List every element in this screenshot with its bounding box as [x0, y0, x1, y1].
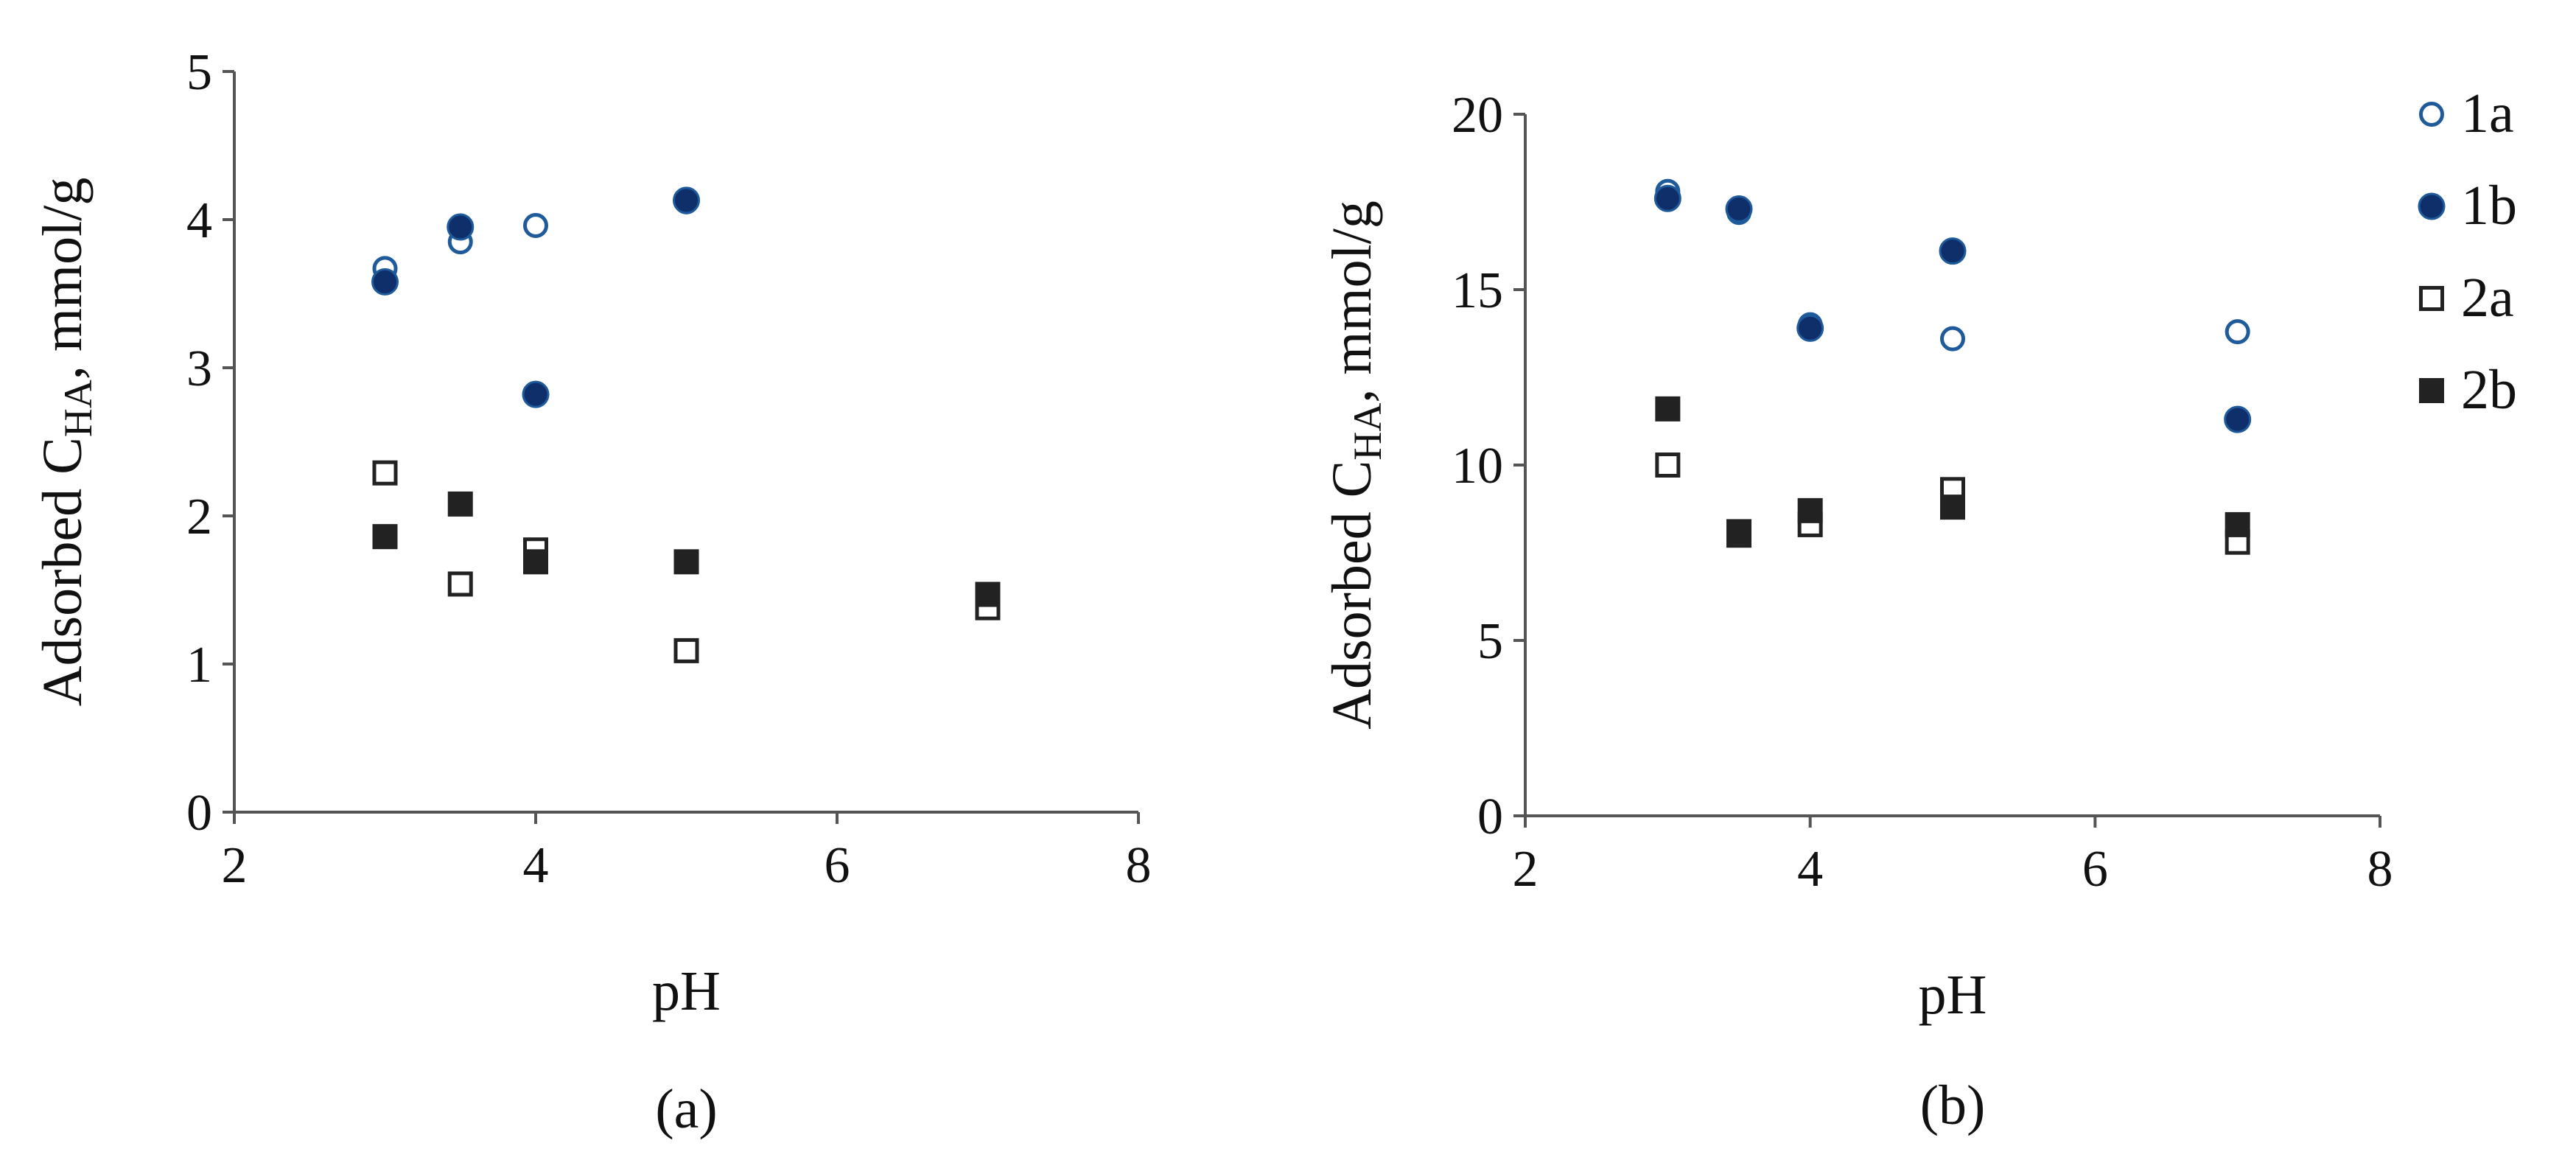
- x-tick-label: 2: [222, 837, 248, 894]
- y-tick-label: 0: [1477, 789, 1503, 845]
- series-2b: [372, 491, 1001, 607]
- data-point-1a: [2225, 319, 2250, 345]
- y-axis-label: Adsorbed CHA, mmol/g: [1321, 200, 1390, 730]
- legend-item-1a: 1a: [2419, 83, 2514, 144]
- legend-marker-2b: [2419, 378, 2444, 403]
- data-point-2b: [447, 491, 473, 517]
- legend-item-2b: 2b: [2419, 359, 2517, 421]
- legend-marker-2a: [2419, 286, 2444, 311]
- legend-label: 1a: [2461, 83, 2514, 144]
- x-tick-label: 8: [1126, 837, 1152, 894]
- data-point-2b: [975, 581, 1001, 607]
- data-point-2b: [1655, 396, 1681, 422]
- data-point-1a: [523, 213, 548, 239]
- data-point-2b: [1797, 497, 1823, 523]
- data-point-1b: [1653, 184, 1681, 212]
- y-tick-label: 0: [186, 785, 212, 842]
- data-point-1a: [1940, 326, 1965, 352]
- data-point-2b: [2225, 511, 2250, 537]
- series-1a: [372, 189, 699, 282]
- data-point-2b: [673, 549, 699, 575]
- y-tick-label: 4: [186, 192, 212, 249]
- x-tick-label: 6: [825, 837, 850, 894]
- y-tick-label: 1: [186, 637, 212, 693]
- data-point-1b: [522, 380, 550, 408]
- x-axis-label: pH: [652, 960, 721, 1022]
- legend-label: 1b: [2461, 175, 2517, 237]
- data-point-2b: [523, 549, 548, 575]
- x-axis-label: pH: [1919, 964, 1987, 1026]
- legend-label: 2b: [2461, 359, 2517, 421]
- x-tick-label: 2: [1513, 841, 1539, 898]
- y-axis-label: Adsorbed CHA, mmol/g: [32, 178, 100, 707]
- data-point-2b: [372, 524, 398, 550]
- y-tick-label: 10: [1452, 438, 1503, 495]
- panel-a-chart: 0 1 2 3 4 5 2 4 6 8 pH Adsorbed CHA, mmol/g (a): [32, 44, 1152, 1140]
- data-point-1b: [1725, 195, 1753, 223]
- x-tick-label: 4: [523, 837, 549, 894]
- y-tick-label: 5: [1477, 613, 1503, 670]
- panel-b-chart: 0 5 10 15 20 2 4 6 8 pH Adsorbed CHA, mmol/g (b): [1321, 87, 2393, 1136]
- legend: 1a 1b 2a 2b: [2418, 83, 2517, 421]
- y-tick-label: 15: [1452, 262, 1503, 319]
- legend-marker-1b: [2418, 192, 2446, 220]
- data-point-1b: [447, 213, 475, 241]
- data-point-2a: [447, 571, 473, 597]
- legend-item-1b: 1b: [2418, 175, 2517, 237]
- legend-label: 2a: [2461, 267, 2514, 329]
- data-point-2a: [1655, 453, 1681, 478]
- series-2b: [1655, 396, 2250, 545]
- data-point-2b: [1726, 519, 1751, 545]
- x-tick-label: 4: [1797, 841, 1823, 898]
- data-point-1b: [1796, 314, 1824, 342]
- y-tick-label: 3: [186, 340, 212, 397]
- series-1b: [1653, 184, 2252, 433]
- data-point-2a: [673, 637, 699, 663]
- data-point-1b: [371, 268, 399, 296]
- data-point-2b: [1940, 495, 1965, 520]
- y-tick-label: 20: [1452, 87, 1503, 144]
- legend-marker-1a: [2419, 102, 2444, 127]
- data-point-1b: [673, 186, 700, 214]
- y-tick-label: 5: [186, 44, 212, 101]
- legend-item-2a: 2a: [2419, 267, 2514, 329]
- x-tick-label: 6: [2082, 841, 2108, 898]
- x-tick-label: 8: [2367, 841, 2393, 898]
- data-point-2a: [372, 460, 398, 486]
- y-tick-label: 2: [186, 489, 212, 545]
- panel-label: (b): [1920, 1075, 1986, 1136]
- data-point-1b: [2224, 405, 2252, 433]
- panel-label: (a): [655, 1078, 717, 1140]
- data-point-1b: [1939, 237, 1967, 265]
- series-1b: [371, 186, 700, 408]
